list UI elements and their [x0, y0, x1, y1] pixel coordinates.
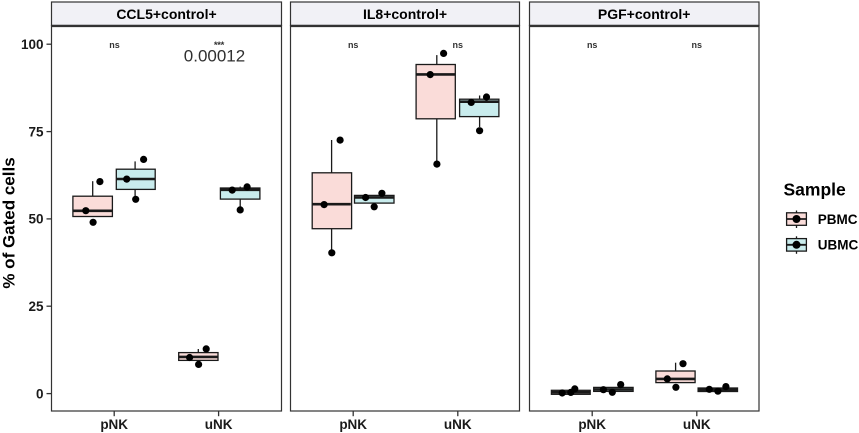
svg-text:uNK: uNK	[444, 417, 472, 432]
svg-text:% of Gated cells: % of Gated cells	[0, 157, 19, 288]
svg-text:0: 0	[36, 386, 44, 401]
svg-text:ns: ns	[587, 40, 598, 50]
svg-text:ns: ns	[348, 40, 359, 50]
svg-text:UBMC: UBMC	[818, 238, 859, 253]
svg-text:CCL5+control+: CCL5+control+	[116, 6, 216, 22]
svg-text:***: ***	[214, 40, 225, 51]
svg-text:50: 50	[28, 212, 43, 227]
svg-text:100: 100	[21, 37, 44, 52]
svg-text:0.00012: 0.00012	[184, 47, 245, 66]
svg-text:uNK: uNK	[205, 417, 233, 432]
svg-text:ns: ns	[692, 40, 703, 50]
svg-text:Sample: Sample	[784, 180, 847, 200]
svg-text:PGF+control+: PGF+control+	[598, 6, 691, 22]
svg-text:ns: ns	[453, 40, 464, 50]
svg-text:IL8+control+: IL8+control+	[363, 6, 447, 22]
svg-text:uNK: uNK	[683, 417, 711, 432]
svg-text:pNK: pNK	[578, 417, 606, 432]
svg-text:75: 75	[28, 124, 44, 139]
svg-text:PBMC: PBMC	[818, 212, 858, 227]
svg-text:pNK: pNK	[100, 417, 128, 432]
svg-text:25: 25	[28, 299, 44, 314]
svg-text:pNK: pNK	[339, 417, 367, 432]
svg-text:ns: ns	[109, 40, 120, 50]
